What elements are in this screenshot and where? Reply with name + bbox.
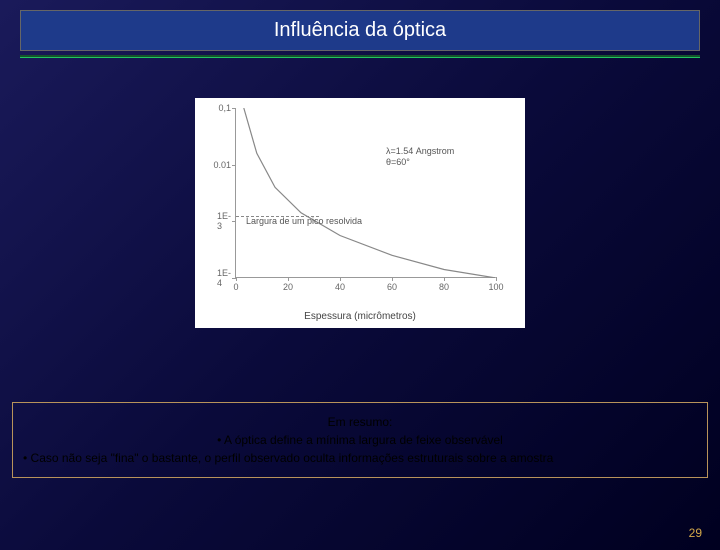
y-tick — [232, 108, 236, 109]
x-tick-label: 60 — [387, 282, 397, 292]
title-bar: Influência da óptica — [20, 10, 700, 51]
x-tick — [340, 277, 341, 281]
chart-axes: 0,10.011E-31E-4020406080100 λ=1.54 Angst… — [235, 108, 495, 278]
annotation-text: λ=1.54 Angstrom — [386, 146, 454, 157]
y-tick — [232, 165, 236, 166]
x-tick-label: 80 — [439, 282, 449, 292]
x-tick — [444, 277, 445, 281]
y-tick-label: 1E-4 — [217, 268, 231, 288]
y-tick — [232, 221, 236, 222]
divider-rule — [20, 55, 700, 58]
chart-panel: 0,1 0.01 1E-3 1E-40 20 40 60 80 100 λ=1.54 Angst… — [195, 98, 525, 328]
page-title: Influência da óptica — [274, 19, 446, 41]
x-axis-title: Espessura (micrômetros) — [304, 311, 416, 322]
reference-hline — [236, 216, 319, 217]
x-tick-label: 100 — [488, 282, 503, 292]
annotation-width: Largura de um pico resolvida — [246, 216, 362, 227]
x-tick — [288, 277, 289, 281]
x-tick-label: 40 — [335, 282, 345, 292]
summary-box: Em resumo: • A óptica define a mínima la… — [12, 402, 708, 478]
y-tick-label: 0.01 — [213, 160, 231, 170]
summary-bullet: • Caso não seja "fina" o bastante, o per… — [23, 451, 697, 465]
y-tick-label: 0,1 — [218, 103, 231, 113]
x-tick — [496, 277, 497, 281]
y-tick-label: 1E-3 — [217, 211, 231, 231]
summary-bullet: • A óptica define a mínima largura de fe… — [23, 433, 697, 447]
annotation-text: Largura de um pico resolvida — [246, 216, 362, 226]
x-tick — [236, 277, 237, 281]
x-tick — [392, 277, 393, 281]
x-tick-label: 0 — [233, 282, 238, 292]
curve-line — [236, 108, 496, 278]
annotation-lambda: λ=1.54 Angstrom θ=60° — [386, 146, 454, 168]
page-number: 29 — [689, 526, 702, 540]
annotation-text: θ=60° — [386, 157, 454, 168]
summary-heading: Em resumo: — [23, 415, 697, 429]
x-tick-label: 20 — [283, 282, 293, 292]
